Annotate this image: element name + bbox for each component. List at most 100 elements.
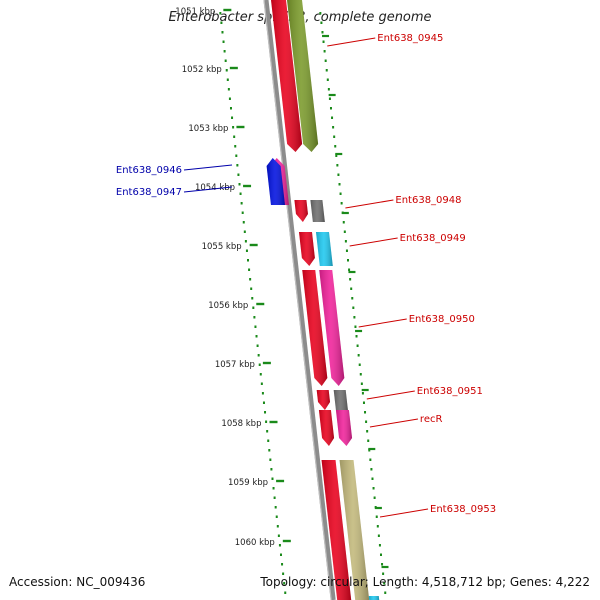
ruler-guide-dot bbox=[233, 135, 236, 138]
ruler-guide-dot bbox=[358, 363, 361, 366]
ruler-guide-dot bbox=[227, 88, 230, 91]
ruler-guide-dot bbox=[250, 287, 253, 290]
ruler-guide-dot bbox=[372, 487, 375, 490]
ruler-guide-dot bbox=[321, 31, 324, 34]
ruler-tick-label: 1060 kbp bbox=[235, 538, 275, 548]
ruler-guide-dot bbox=[337, 173, 340, 176]
ruler-guide-dot bbox=[345, 249, 348, 252]
ruler-guide-dot bbox=[234, 145, 237, 148]
gene-ent638-0951-shading bbox=[333, 390, 348, 410]
ruler-guide-dot bbox=[382, 572, 385, 575]
ruler-guide-dot bbox=[342, 221, 345, 224]
ruler-guide-dot bbox=[271, 477, 274, 480]
ruler-guide-dot bbox=[361, 392, 364, 395]
ruler-guide-dot bbox=[384, 591, 387, 594]
gene-label-ent638_0948[interactable]: Ent638_0948 bbox=[395, 195, 461, 206]
gene-ent638-0945-shading bbox=[287, 0, 319, 152]
ruler-guide-dot bbox=[376, 525, 379, 528]
cds-ent638-0949-shading bbox=[298, 232, 315, 266]
ruler-guide-dot bbox=[354, 325, 357, 328]
ruler-guide-dot bbox=[272, 487, 275, 490]
ruler-guide-dot bbox=[221, 31, 224, 34]
label-leader-line bbox=[369, 418, 419, 428]
ruler-guide-dot bbox=[383, 582, 386, 585]
ruler-guide-dot bbox=[245, 249, 248, 252]
ruler-guide-dot bbox=[281, 563, 284, 566]
ruler-guide-dot bbox=[273, 496, 276, 499]
ruler-guide-dot bbox=[241, 211, 244, 214]
ruler-guide-dot bbox=[359, 373, 362, 376]
genome-backbone-highlight bbox=[263, 0, 332, 600]
ruler-tick-label: 1052 kbp bbox=[182, 65, 222, 75]
ruler-guide-dot bbox=[332, 126, 335, 129]
topology-label: Topology: circular; Length: 4,518,712 bp… bbox=[260, 575, 590, 589]
gene-label-ent638_0947[interactable]: Ent638_0947 bbox=[116, 187, 182, 198]
ruler-guide-dot bbox=[237, 173, 240, 176]
gene-ent638-0948-shading bbox=[310, 200, 325, 222]
gene-label-recr[interactable]: recR bbox=[420, 414, 443, 425]
genome-backbone bbox=[263, 0, 336, 600]
ruler-guide-dot bbox=[326, 78, 329, 81]
gene-label-ent638_0953[interactable]: Ent638_0953 bbox=[430, 504, 496, 515]
ruler-guide-dot bbox=[379, 553, 382, 556]
label-leader-line bbox=[379, 508, 429, 518]
cds-ent638-0948-shading bbox=[294, 200, 308, 222]
gene-label-ent638_0950[interactable]: Ent638_0950 bbox=[409, 314, 475, 325]
ruler-guide-dot bbox=[231, 116, 234, 119]
ruler-guide-dot bbox=[270, 468, 273, 471]
ruler-tick-label: 1054 kbp bbox=[195, 183, 235, 193]
gene-label-ent638_0945[interactable]: Ent638_0945 bbox=[377, 33, 443, 44]
ruler-guide-dot bbox=[348, 268, 351, 271]
gene-next-partial-shading bbox=[368, 596, 380, 600]
ruler-guide-dot bbox=[242, 221, 245, 224]
ruler-guide-dot bbox=[262, 401, 265, 404]
ruler-guide-dot bbox=[220, 21, 223, 24]
ruler-guide-dot bbox=[239, 192, 242, 195]
label-leader-line bbox=[366, 390, 415, 400]
ruler-guide-dot bbox=[240, 202, 243, 205]
label-leader-line bbox=[183, 164, 233, 171]
ruler-guide-dot bbox=[323, 50, 326, 53]
ruler-guide-dot bbox=[226, 78, 229, 81]
ruler-guide-dot bbox=[378, 544, 381, 547]
ruler-guide-dot bbox=[325, 69, 328, 72]
ruler-guide-dot bbox=[369, 458, 372, 461]
ruler-guide-dot bbox=[364, 411, 367, 414]
ruler-guide-dot bbox=[366, 430, 369, 433]
ruler-guide-dot bbox=[333, 135, 336, 138]
ruler-guide-dot bbox=[335, 154, 338, 157]
gene-label-ent638_0951[interactable]: Ent638_0951 bbox=[417, 386, 483, 397]
accession-label: Accession: NC_009436 bbox=[9, 575, 146, 589]
label-leader-line bbox=[358, 318, 407, 328]
ruler-guide-dot bbox=[320, 21, 323, 24]
ruler-guide-dot bbox=[327, 88, 330, 91]
ruler-guide-dot bbox=[265, 420, 268, 423]
ruler-guide-dot bbox=[267, 439, 270, 442]
ruler-guide-dot bbox=[322, 40, 325, 43]
ruler-guide-dot bbox=[338, 183, 341, 186]
ruler-guide-dot bbox=[350, 287, 353, 290]
ruler-guide-dot bbox=[370, 468, 373, 471]
ruler-guide-dot bbox=[278, 544, 281, 547]
ruler-guide-dot bbox=[381, 563, 384, 566]
ruler-guide-dot bbox=[283, 582, 286, 585]
ruler-guide-dot bbox=[266, 430, 269, 433]
ruler-tick-label: 1053 kbp bbox=[188, 124, 228, 134]
ruler-guide-dot bbox=[344, 240, 347, 243]
gene-label-ent638_0946[interactable]: Ent638_0946 bbox=[116, 165, 182, 176]
ruler-guide-dot bbox=[336, 164, 339, 167]
ruler-guide-dot bbox=[371, 477, 374, 480]
ruler-guide-dot bbox=[248, 268, 251, 271]
ruler-guide-dot bbox=[331, 116, 334, 119]
ruler-guide-dot bbox=[351, 297, 354, 300]
ruler-guide-dot bbox=[357, 354, 360, 357]
cds-ent638-0953-shading bbox=[321, 460, 352, 600]
ruler-guide-dot bbox=[225, 69, 228, 72]
ruler-guide-dot bbox=[247, 259, 250, 262]
ruler-guide-dot bbox=[257, 354, 260, 357]
label-leader-line bbox=[183, 186, 233, 193]
ruler-guide-dot bbox=[365, 420, 368, 423]
gene-label-ent638_0949[interactable]: Ent638_0949 bbox=[400, 233, 466, 244]
ruler-guide-dot bbox=[254, 325, 257, 328]
